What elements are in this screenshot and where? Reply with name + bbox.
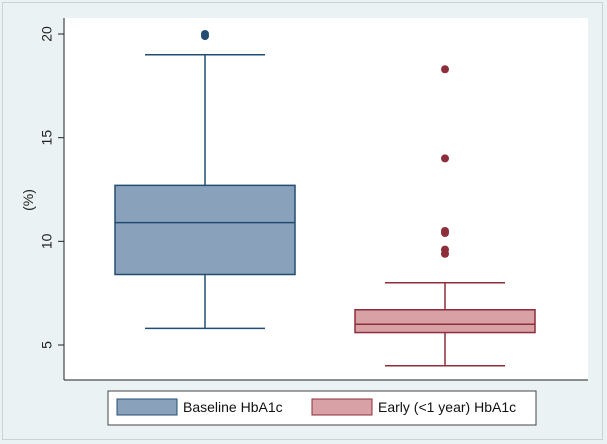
legend-key-1: [116, 398, 178, 416]
y-tick-label: 5: [39, 341, 55, 349]
outlier-point: [441, 65, 449, 74]
outlier-point: [441, 154, 449, 163]
y-axis-label: (%): [20, 189, 36, 211]
outlier-point: [441, 245, 449, 254]
iqr-box: [114, 184, 296, 276]
y-ticks: 5 10 15 20: [39, 26, 64, 349]
legend-label-2: Early (<1 year) HbA1c: [378, 399, 516, 415]
legend-key-2: [311, 398, 373, 416]
box-group-1: [114, 30, 296, 330]
y-tick-label: 10: [39, 233, 55, 249]
boxes: [114, 30, 536, 367]
box-group-2: [354, 65, 536, 367]
legend: Baseline HbA1c Early (<1 year) HbA1c: [107, 390, 537, 426]
outlier-point: [201, 30, 209, 38]
iqr-box: [354, 309, 536, 334]
y-tick-label: 15: [39, 130, 55, 146]
outlier-point: [441, 226, 449, 235]
y-tick-label: 20: [39, 26, 55, 42]
legend-label-1: Baseline HbA1c: [183, 399, 283, 415]
